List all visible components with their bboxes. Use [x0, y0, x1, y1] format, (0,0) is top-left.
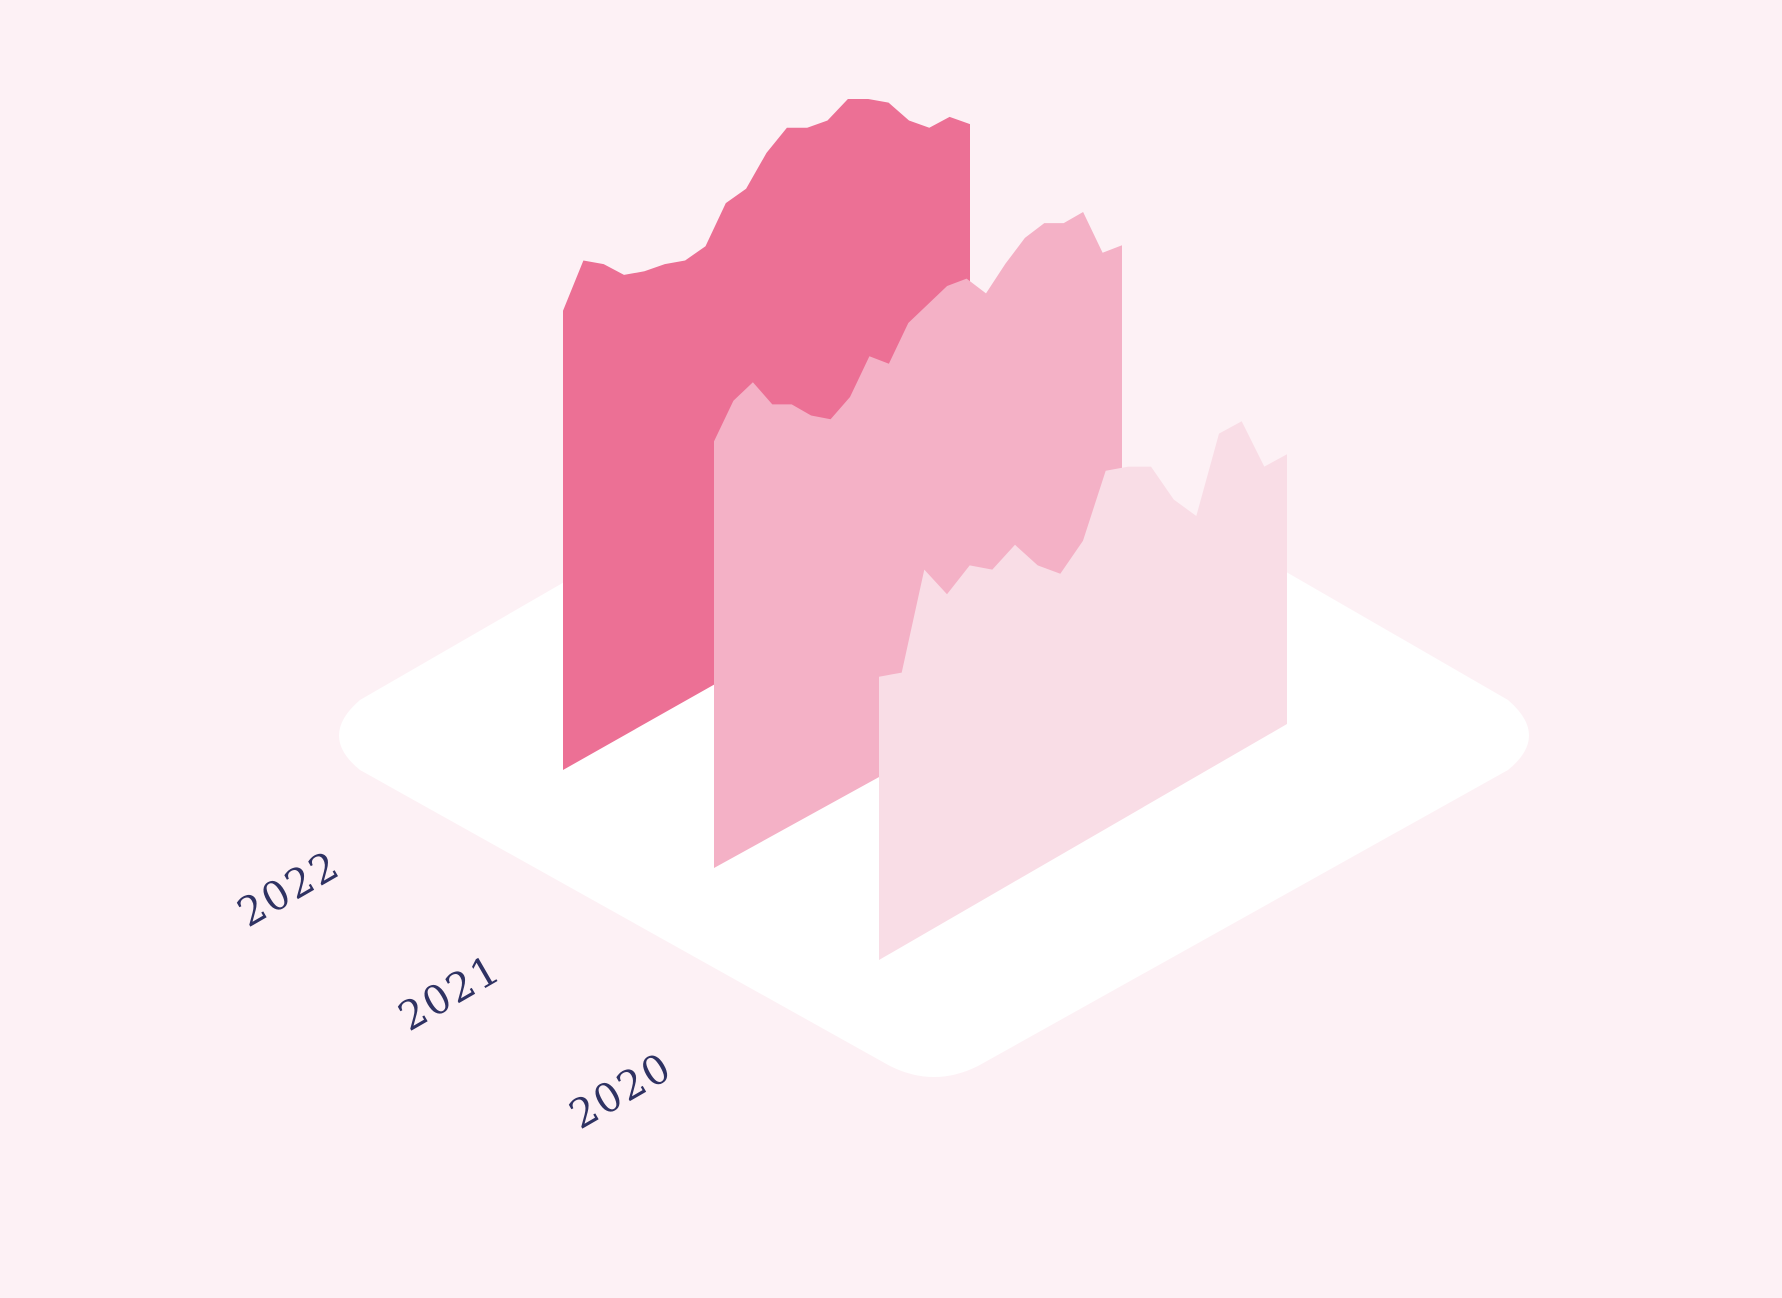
year-label-2021: 2021 [391, 946, 509, 1041]
series-layer [563, 99, 1287, 960]
series-area-2020 [879, 421, 1287, 960]
year-label-2022: 2022 [230, 842, 348, 937]
year-label-2020: 2020 [562, 1044, 680, 1139]
series-area-2021 [714, 212, 1122, 868]
